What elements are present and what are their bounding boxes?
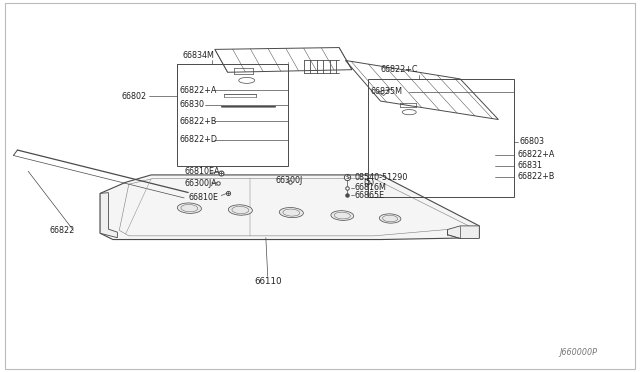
Bar (177, 64, 288, 166)
Text: J660000P: J660000P (559, 348, 597, 357)
Text: 66816M: 66816M (355, 183, 387, 192)
Text: 08540-51290: 08540-51290 (355, 173, 408, 182)
Ellipse shape (177, 203, 202, 214)
Bar (368, 79, 515, 197)
Text: 66810EA: 66810EA (185, 167, 220, 176)
Ellipse shape (279, 208, 303, 218)
Polygon shape (100, 193, 117, 238)
Text: 66835M: 66835M (371, 87, 403, 96)
Polygon shape (447, 226, 479, 238)
Polygon shape (100, 175, 479, 240)
Text: 66822+A: 66822+A (518, 150, 555, 159)
Text: 66834M: 66834M (183, 51, 215, 60)
Ellipse shape (380, 214, 401, 223)
Text: 66300JA: 66300JA (185, 179, 218, 187)
Text: 66822+B: 66822+B (518, 172, 555, 181)
Text: 66802: 66802 (121, 92, 147, 101)
Text: 66822+A: 66822+A (180, 86, 217, 94)
Ellipse shape (228, 205, 252, 215)
Text: 66831: 66831 (518, 161, 543, 170)
Ellipse shape (331, 211, 354, 220)
Text: 66830: 66830 (180, 100, 205, 109)
Text: 66803: 66803 (520, 137, 545, 146)
Text: 66300J: 66300J (275, 176, 303, 185)
Text: 66865E: 66865E (355, 191, 385, 200)
Text: 66822+B: 66822+B (180, 117, 217, 126)
Text: 66110: 66110 (254, 278, 282, 286)
Text: 66810E: 66810E (188, 193, 218, 202)
Text: 66822+C: 66822+C (381, 65, 418, 74)
Text: 66822: 66822 (49, 226, 74, 235)
Text: 66822+D: 66822+D (180, 135, 218, 144)
Text: (5): (5) (364, 178, 374, 187)
Text: S: S (346, 174, 349, 180)
